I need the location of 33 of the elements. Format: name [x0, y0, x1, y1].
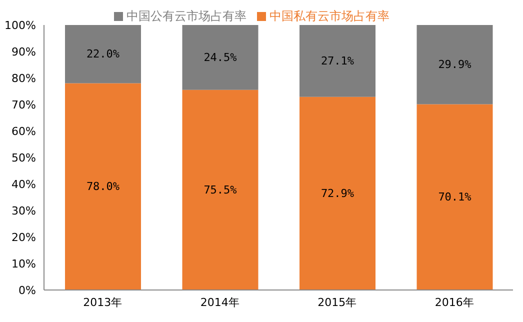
y-tick-label: 40%	[12, 178, 36, 191]
legend-label: 中国私有云市场占有率	[270, 9, 390, 23]
y-tick-label: 70%	[12, 98, 36, 112]
y-tick-label: 100%	[4, 18, 36, 32]
legend-label: 中国公有云市场占有率	[126, 9, 246, 23]
y-tick-label: 10%	[12, 257, 36, 270]
bar	[300, 25, 376, 97]
data-label: 72.9%	[320, 186, 354, 200]
x-tick-label: 2013年	[83, 296, 122, 309]
y-tick-label: 50%	[12, 151, 36, 164]
bar	[300, 96, 376, 290]
data-label: 22.0%	[86, 48, 120, 61]
bar	[416, 25, 493, 104]
y-tick-label: 80%	[12, 72, 36, 85]
y-tick-label: 20%	[12, 230, 36, 244]
data-label: 78.0%	[86, 180, 120, 194]
data-label: 75.5%	[204, 183, 238, 196]
y-tick-label: 90%	[12, 45, 36, 58]
x-tick-label: 2015年	[318, 296, 357, 309]
data-label: 24.5%	[204, 50, 238, 64]
y-tick-label: 60%	[12, 124, 36, 138]
data-label: 70.1%	[438, 190, 472, 204]
x-tick-label: 2014年	[200, 296, 240, 309]
bar	[65, 25, 141, 84]
x-tick-label: 2016年	[434, 296, 474, 309]
bar	[182, 90, 258, 290]
bar	[65, 83, 141, 290]
bar	[182, 25, 258, 90]
data-label: 27.1%	[320, 54, 354, 68]
data-label: 29.9%	[438, 58, 472, 72]
y-tick-label: 30%	[12, 204, 36, 218]
bar	[416, 104, 493, 290]
y-tick-label: 0%	[18, 284, 36, 297]
